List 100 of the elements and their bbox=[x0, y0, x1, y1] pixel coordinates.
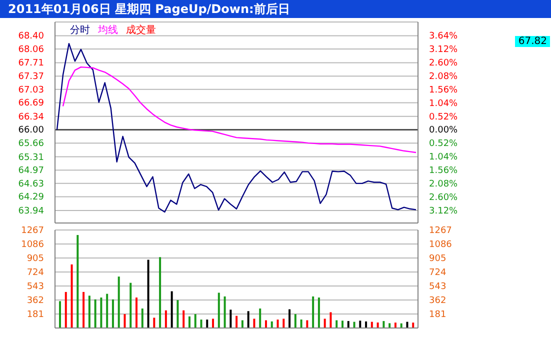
bar bbox=[294, 314, 296, 328]
y2-tick-label: 2.60% bbox=[429, 192, 458, 203]
bar bbox=[112, 299, 114, 328]
y-tick-label: 64.63 bbox=[18, 179, 44, 190]
bar bbox=[76, 235, 79, 328]
y-tick-label: 181 bbox=[26, 310, 44, 320]
line-series bbox=[56, 42, 417, 213]
bar bbox=[247, 311, 250, 328]
y2-tick-label: 181 bbox=[429, 310, 446, 320]
y-tick-label: 68.06 bbox=[18, 45, 44, 56]
y-tick-label: 64.97 bbox=[18, 166, 44, 176]
bar bbox=[218, 292, 220, 328]
bar bbox=[200, 320, 202, 328]
y2-tick-label: 905 bbox=[429, 254, 446, 264]
bar bbox=[194, 314, 196, 328]
bar bbox=[188, 316, 190, 328]
bar bbox=[306, 320, 308, 328]
y-tick-label: 905 bbox=[26, 254, 44, 264]
bar bbox=[118, 276, 120, 328]
text: 成交量 bbox=[126, 25, 156, 36]
bar bbox=[170, 291, 173, 328]
bar bbox=[136, 298, 138, 328]
series-label: 分时 bbox=[70, 24, 90, 37]
bar bbox=[94, 299, 96, 328]
y2-tick-label: 0.00% bbox=[429, 126, 458, 136]
bar bbox=[241, 320, 244, 328]
y-tick-label: 66.69 bbox=[18, 98, 44, 109]
bar bbox=[376, 322, 379, 328]
y2-tick-label: 1.04% bbox=[429, 98, 458, 109]
y-tick-label: 63.94 bbox=[18, 206, 44, 216]
y-tick-label: 724 bbox=[26, 268, 44, 278]
y-tick-label: 68.40 bbox=[18, 32, 44, 42]
y2-tick-label: 1086 bbox=[429, 240, 452, 250]
y2-tick-label: 3.12% bbox=[429, 206, 458, 216]
bar bbox=[264, 320, 267, 328]
bar bbox=[270, 321, 273, 328]
bar bbox=[147, 260, 150, 328]
y-tick-label: 67.37 bbox=[18, 72, 44, 82]
bar bbox=[206, 320, 208, 328]
bar bbox=[159, 257, 162, 328]
bar bbox=[259, 308, 262, 328]
y-tick-label: 1086 bbox=[21, 240, 44, 250]
bar bbox=[124, 314, 126, 328]
y-tick-label: 65.66 bbox=[18, 139, 44, 150]
bar bbox=[212, 318, 214, 328]
bar bbox=[82, 292, 85, 328]
y-tick-label: 65.31 bbox=[18, 152, 44, 163]
bar bbox=[276, 320, 279, 328]
bar bbox=[394, 322, 396, 328]
bar bbox=[230, 310, 232, 328]
bar bbox=[336, 320, 338, 328]
y2-tick-label: 0.52% bbox=[429, 112, 458, 122]
line-series bbox=[62, 66, 417, 154]
y2-tick-label: 1.04% bbox=[429, 152, 458, 163]
y-tick-label: 362 bbox=[26, 296, 44, 306]
y2-tick-label: 1267 bbox=[429, 226, 452, 236]
y-tick-label: 64.29 bbox=[18, 192, 44, 203]
bar bbox=[106, 294, 108, 328]
y2-tick-label: 3.12% bbox=[429, 45, 458, 56]
bar bbox=[359, 320, 362, 328]
y2-tick-label: 2.60% bbox=[429, 58, 458, 69]
bar bbox=[388, 323, 391, 328]
bar bbox=[382, 321, 385, 328]
y2-tick-label: 724 bbox=[429, 268, 446, 278]
bar bbox=[176, 300, 179, 328]
bar bbox=[64, 292, 67, 328]
y2-tick-label: 2.08% bbox=[429, 72, 458, 82]
y-tick-label: 66.34 bbox=[18, 112, 44, 122]
y-tick-label: 1267 bbox=[21, 226, 44, 236]
bar bbox=[330, 312, 332, 328]
bar bbox=[224, 296, 226, 328]
y2-tick-label: 1.56% bbox=[429, 85, 458, 96]
y2-tick-label: 1.56% bbox=[429, 166, 458, 176]
y2-tick-label: 0.52% bbox=[429, 139, 458, 150]
y2-tick-label: 543 bbox=[429, 282, 446, 292]
bar bbox=[347, 321, 350, 328]
bar bbox=[412, 322, 414, 328]
bar bbox=[312, 296, 314, 328]
text: 67.82 bbox=[515, 36, 550, 47]
bar bbox=[341, 320, 344, 328]
bar bbox=[300, 319, 302, 328]
bar bbox=[153, 318, 156, 328]
y-tick-label: 67.03 bbox=[18, 85, 44, 96]
bar bbox=[365, 321, 368, 328]
y-tick-label: 67.71 bbox=[18, 58, 44, 69]
bar bbox=[288, 309, 291, 328]
bar bbox=[282, 318, 285, 328]
y2-tick-label: 2.08% bbox=[429, 179, 458, 190]
bar bbox=[182, 310, 185, 328]
y-tick-label: 543 bbox=[26, 282, 44, 292]
y2-tick-label: 362 bbox=[429, 296, 446, 306]
bar bbox=[59, 301, 61, 328]
bar bbox=[100, 298, 102, 328]
bar bbox=[70, 264, 73, 328]
bar bbox=[324, 318, 326, 328]
chart-title: 2011年01月06日 星期四 PageUp/Down:前后日 bbox=[0, 0, 551, 18]
bar bbox=[236, 316, 238, 328]
bar bbox=[141, 308, 144, 328]
bar bbox=[253, 318, 256, 328]
text: 均线 bbox=[98, 24, 118, 37]
